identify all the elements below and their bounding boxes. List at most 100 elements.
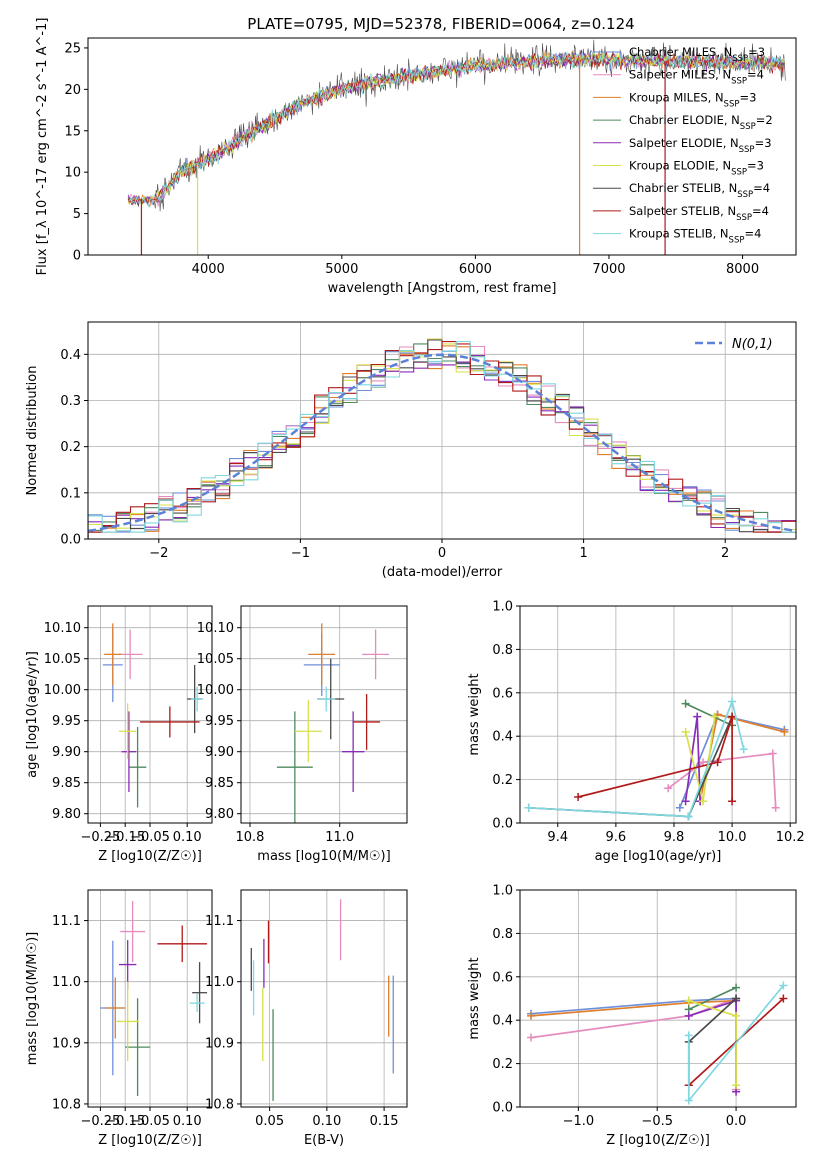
y-tick-label: 0.0 [60,533,81,548]
spectrum-series-line [127,52,785,206]
y-tick-label: 0.6 [492,686,513,701]
massweight-point [779,994,788,1003]
x-tick-label: 9.8 [664,830,685,845]
normal-reference-curve [88,353,796,533]
massweight-point [728,712,737,721]
axes-frame [519,889,797,1108]
y-tick-label: 11.0 [52,975,81,990]
x-tick-label: −0.05 [130,830,170,845]
massweight-point [664,784,673,793]
histogram-legend: N(0,1) [695,337,773,352]
y-axis-label: age [log10(age/yr)] [25,651,40,778]
massweight-point [768,749,777,758]
massweight-point [699,758,708,767]
y-tick-label: 10.8 [52,1097,81,1112]
x-tick-label: −1 [291,546,310,561]
x-axis-label: (data-model)/error [382,565,503,580]
massweight-point [524,803,533,812]
y-tick-label: 11.1 [52,914,81,929]
legend-entry-label: Chabrier ELODIE, NSSP=2 [629,113,773,132]
y-tick-label: 5 [73,207,81,222]
massweight-point [684,1096,693,1105]
y-tick-label: 9.85 [52,776,81,791]
x-tick-label: −0.15 [105,830,145,845]
y-tick-label: 0.2 [492,773,513,788]
massweight-point [681,797,690,806]
axes-frame [519,605,797,824]
y-tick-label: 10.00 [197,683,234,698]
plot-area [276,623,390,823]
y-tick-label: 10 [64,166,81,181]
massweight-point [527,1033,536,1042]
y-tick-label: 0 [73,249,81,264]
x-tick-label: −0.5 [641,1114,673,1129]
legend-entry-label: Chabrier STELIB, NSSP=4 [629,181,770,200]
x-tick-label: 4000 [192,262,225,277]
x-tick-label: −2 [149,546,168,561]
x-tick-label: −0.25 [80,1114,120,1129]
x-tick-label: 0.15 [370,1114,399,1129]
y-tick-label: 25 [64,41,81,56]
legend-entry-label: Kroupa MILES, NSSP=3 [629,90,756,109]
y-tick-label: 10.8 [205,1097,234,1112]
plot-area [524,697,789,821]
y-axis-label: mass weight [467,673,482,755]
massweight-series-line [530,999,737,1017]
panel-spectrum: 4000 5000 6000 7000 8000 0 5 10 15 20 25 wavelength… [35,18,797,296]
massweight-point [527,1011,536,1020]
panel-massweight-vs-age: 9.4 9.6 9.8 10.0 10.2 0.0 0.2 0.4 0.6 0.8 1.0 age [… [467,600,805,865]
massweight-point [693,712,702,721]
x-axis-label: wavelength [Angstrom, rest frame] [328,281,557,296]
massweight-point [732,994,741,1003]
y-tick-label: 9.85 [205,776,234,791]
x-tick-label: 10.2 [776,830,805,845]
x-tick-label: 0.05 [255,1114,284,1129]
panel-age-vs-Z: −0.25−0.15−0.05 0.10 9.80 9.85 9.90 9.95 10.00… [25,605,213,864]
plot-area [88,338,796,539]
massweight-point [780,727,789,736]
massweight-point [681,699,690,708]
massweight-point [699,797,708,806]
panel-mass-vs-ebv: 0.05 0.10 0.15 10.8 10.9 11.0 11.1 E(B-V) [205,889,408,1148]
y-tick-label: 9.90 [205,745,234,760]
axes-frame [87,37,797,256]
x-tick-label: 1 [579,546,587,561]
massweight-series-line [530,997,737,1090]
legend-entry-label: Salpeter MILES, NSSP=4 [629,68,764,87]
y-tick-label: 0.1 [60,486,81,501]
x-tick-label: −1.0 [563,1114,595,1129]
y-tick-label: 20 [64,83,81,98]
x-axis-label: Z [log10(Z/Z☉)] [98,849,202,864]
massweight-point [681,727,690,736]
x-tick-label: 6000 [459,262,492,277]
x-tick-label: 10.0 [718,830,747,845]
massweight-series-line [667,752,777,808]
y-tick-label: 0.4 [60,348,81,363]
massweight-point [779,981,788,990]
x-axis-label: mass [log10(M/M☉)] [257,849,390,864]
plot-area [250,899,394,1101]
y-tick-label: 10.10 [197,621,234,636]
y-tick-label: 9.95 [205,714,234,729]
massweight-series-line [577,716,733,802]
y-tick-label: 10.9 [52,1036,81,1051]
x-tick-label: 9.6 [606,830,627,845]
axes-frame [240,605,408,824]
massweight-point [732,1011,741,1020]
y-tick-label: 10.00 [44,683,81,698]
legend-entry-label: Kroupa ELODIE, NSSP=3 [629,159,764,178]
massweight-point [728,797,737,806]
panel-residual-hist: −2 −1 0 1 2 0.0 0.1 0.2 0.3 0.4 (data-model)/error… [25,321,797,580]
x-tick-label: 7000 [592,262,625,277]
y-tick-label: 9.90 [52,745,81,760]
massweight-point [713,758,722,767]
massweight-point [710,712,719,721]
y-tick-label: 0.6 [492,970,513,985]
plot-area [527,981,788,1105]
x-axis-label: E(B-V) [304,1133,344,1148]
massweight-point [739,745,748,754]
massweight-point [684,812,693,821]
y-axis-label: Normed distribution [25,366,40,496]
x-axis-label: age [log10(age/yr)] [595,849,722,864]
x-tick-label: 0 [438,546,446,561]
